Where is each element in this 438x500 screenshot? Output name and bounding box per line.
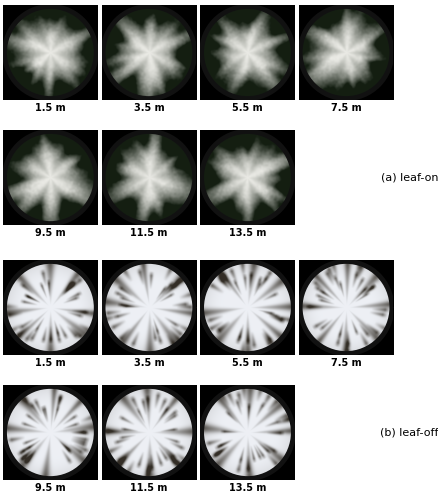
Text: 11.5 m: 11.5 m — [130, 228, 168, 238]
Text: 3.5 m: 3.5 m — [134, 358, 164, 368]
Text: 11.5 m: 11.5 m — [130, 483, 168, 493]
Text: 3.5 m: 3.5 m — [134, 103, 164, 113]
Text: 5.5 m: 5.5 m — [232, 358, 263, 368]
Text: (b) leaf-off: (b) leaf-off — [380, 428, 438, 438]
Text: (a) leaf-on: (a) leaf-on — [381, 172, 438, 182]
Text: 13.5 m: 13.5 m — [229, 228, 266, 238]
Text: 5.5 m: 5.5 m — [232, 103, 263, 113]
Text: 9.5 m: 9.5 m — [35, 483, 66, 493]
Text: 1.5 m: 1.5 m — [35, 103, 66, 113]
Text: 7.5 m: 7.5 m — [331, 358, 361, 368]
Text: 13.5 m: 13.5 m — [229, 483, 266, 493]
Text: 9.5 m: 9.5 m — [35, 228, 66, 238]
Text: 7.5 m: 7.5 m — [331, 103, 361, 113]
Text: 1.5 m: 1.5 m — [35, 358, 66, 368]
